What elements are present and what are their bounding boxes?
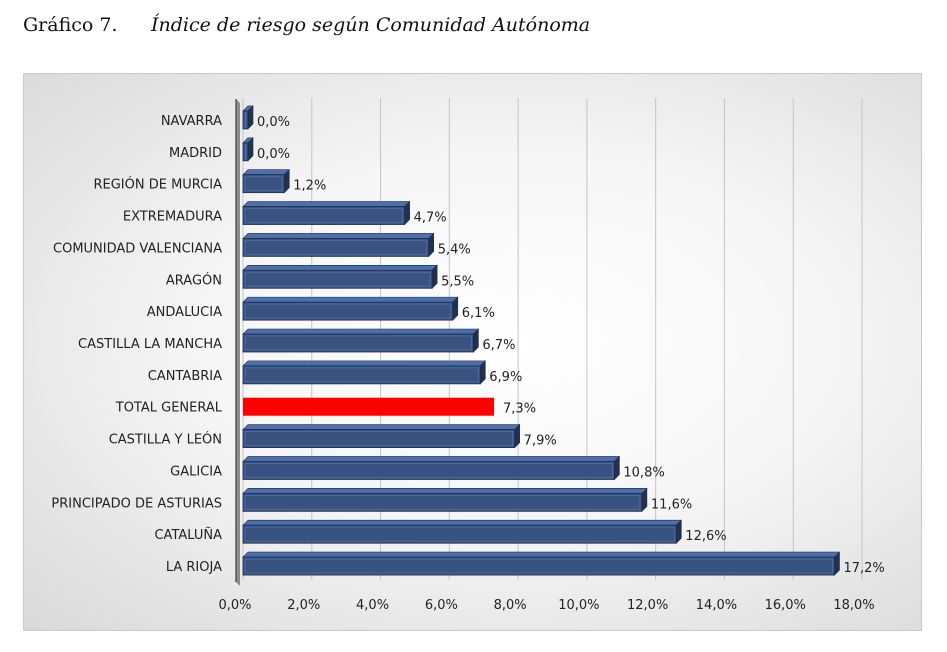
category-label: ARAGÓN [166, 272, 222, 288]
bar [242, 296, 459, 321]
bar [242, 168, 290, 194]
category-label: LA RIOJA [166, 560, 222, 575]
bar [242, 519, 683, 544]
bar [242, 328, 480, 353]
x-tick-label: 0,0% [218, 598, 251, 613]
chart-title: Índice de riesgo según Comunidad Autónom… [151, 14, 591, 36]
data-label: 0,0% [257, 147, 290, 162]
data-label: 5,4% [438, 242, 471, 257]
x-tick-label: 16,0% [765, 598, 806, 613]
x-tick-label: 4,0% [356, 598, 389, 613]
category-label: CATALUÑA [154, 527, 222, 543]
data-label: 6,7% [482, 338, 515, 353]
category-label: PRINCIPADO DE ASTURIAS [51, 496, 222, 511]
data-label: 6,9% [489, 370, 522, 385]
bar [242, 455, 621, 481]
data-label: 1,2% [293, 179, 326, 194]
category-label: REGIÓN DE MURCIA [93, 177, 222, 193]
x-tick-label: 6,0% [425, 598, 458, 613]
value-axis-wall [235, 99, 240, 586]
category-label: CANTABRIA [148, 369, 222, 384]
bar [242, 423, 521, 449]
category-label: ANDALUCIA [147, 305, 222, 320]
x-tick-label: 14,0% [696, 598, 737, 613]
bar [242, 232, 435, 258]
category-label: CASTILLA Y LEÓN [109, 432, 222, 448]
category-labels: NAVARRA MADRID REGIÓN DE MURCIA EXTREMADURA… [51, 114, 222, 575]
category-label: CASTILLA LA MANCHA [78, 337, 222, 352]
bar [242, 137, 254, 162]
x-tick-label: 8,0% [494, 598, 527, 613]
bar [242, 360, 487, 385]
bar [243, 397, 495, 416]
data-label: 0,0% [257, 115, 290, 130]
bar [242, 200, 411, 226]
data-label: 5,5% [441, 274, 474, 289]
x-tick-label: 10,0% [558, 598, 599, 613]
category-label: MADRID [169, 146, 222, 161]
data-label: 7,9% [524, 434, 557, 449]
data-label: 10,8% [623, 465, 664, 480]
chart-heading: Gráfico 7. Índice de riesgo según Comunid… [23, 14, 590, 36]
data-label: 12,6% [685, 529, 726, 544]
data-label: 17,2% [843, 561, 884, 576]
category-label: TOTAL GENERAL [115, 401, 223, 416]
axis-wall [236, 99, 240, 586]
bar [242, 105, 254, 130]
bar [242, 487, 648, 513]
data-label: 4,7% [414, 211, 447, 226]
bar [242, 551, 841, 576]
category-label: GALICIA [170, 464, 222, 479]
category-label: NAVARRA [161, 114, 222, 129]
data-label: 7,3% [503, 402, 536, 417]
data-label: 11,6% [651, 497, 692, 512]
category-label: EXTREMADURA [123, 210, 222, 225]
figure-number: Gráfico 7. [23, 14, 118, 36]
bar [242, 264, 438, 289]
x-tick-labels: 0,0% 2,0% 4,0% 6,0% 8,0% 10,0% 12,0% 14,0% 16,0%… [218, 598, 874, 613]
x-tick-label: 12,0% [627, 598, 668, 613]
data-label: 6,1% [462, 306, 495, 321]
x-tick-label: 2,0% [287, 598, 320, 613]
category-label: COMUNIDAD VALENCIANA [53, 241, 222, 256]
bars [242, 105, 841, 576]
data-labels: 0,0% 0,0% 1,2% 4,7% 5,4% 5,5% 6,1% 6,7% 6,9% 7,3%… [257, 115, 885, 576]
x-tick-label: 18,0% [833, 598, 874, 613]
